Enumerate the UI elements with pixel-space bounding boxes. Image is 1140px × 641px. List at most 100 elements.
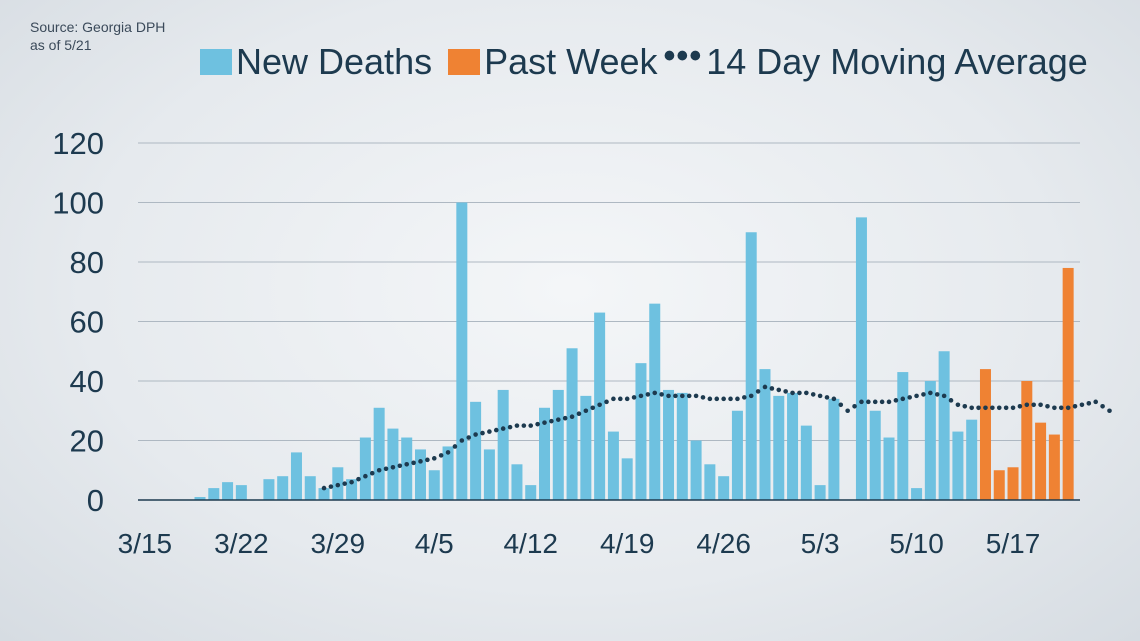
moving-average-dot (831, 396, 837, 402)
bar-new-deaths (911, 488, 923, 500)
bar-new-deaths (869, 410, 881, 500)
bar-past-week (979, 369, 991, 500)
moving-average-dot (928, 390, 933, 396)
moving-average-dot (707, 396, 713, 402)
bar-new-deaths (290, 452, 302, 500)
moving-average-dot (459, 438, 465, 443)
moving-average-dot (955, 402, 961, 408)
x-tick-label: 3/29 (311, 528, 366, 559)
moving-average-dot (941, 393, 947, 399)
moving-average-dot (838, 402, 844, 408)
moving-average-dot (369, 470, 375, 476)
moving-average-dot (445, 450, 451, 455)
y-tick-label: 100 (52, 186, 104, 221)
bar-new-deaths (401, 437, 413, 500)
bar-new-deaths (566, 348, 578, 500)
bar-new-deaths (470, 401, 482, 500)
bar-new-deaths (800, 425, 812, 500)
moving-average-dot (714, 396, 720, 402)
moving-average-dot (1017, 403, 1023, 409)
bar-new-deaths (676, 392, 688, 500)
bar-new-deaths (759, 369, 771, 500)
moving-average-dot (597, 402, 602, 408)
bar-new-deaths (814, 485, 826, 500)
moving-average-dot (748, 393, 754, 399)
moving-average-dot (404, 462, 410, 467)
bar-new-deaths (966, 419, 978, 500)
moving-average-dot (652, 390, 658, 396)
moving-average-dot (645, 392, 651, 397)
moving-average-dot (762, 384, 768, 390)
legend-swatch-new-deaths (200, 49, 232, 75)
bar-new-deaths (773, 395, 785, 500)
bar-new-deaths (635, 363, 647, 500)
bar-new-deaths (787, 392, 799, 500)
x-tick-label: 5/3 (801, 528, 840, 559)
bar-new-deaths (855, 217, 867, 500)
moving-average-dot (411, 460, 416, 466)
bar-new-deaths (373, 407, 385, 500)
y-tick-label: 80 (70, 245, 104, 280)
moving-average-dot (507, 424, 513, 430)
moving-average-dot (700, 395, 706, 400)
moving-average-dot (638, 393, 644, 399)
bar-new-deaths (745, 232, 757, 500)
moving-average-dot (604, 399, 609, 405)
moving-average-dot (555, 417, 561, 422)
y-tick-label: 120 (52, 126, 104, 161)
moving-average-dot (755, 389, 761, 394)
moving-average-dot (1072, 403, 1078, 409)
moving-average-dot (349, 479, 354, 485)
moving-average-dot (611, 396, 616, 402)
moving-average-dot (797, 390, 802, 396)
y-tick-label: 60 (70, 305, 104, 340)
moving-average-dot (487, 429, 492, 434)
bar-new-deaths (428, 470, 440, 500)
x-tick-label: 3/22 (214, 528, 269, 559)
bar-new-deaths (235, 485, 247, 500)
moving-average-dot (948, 398, 954, 403)
moving-average-dot (493, 427, 499, 433)
moving-average-dot (886, 399, 892, 405)
x-tick-label: 4/26 (696, 528, 751, 559)
moving-average-dot (514, 423, 520, 428)
bar-past-week (1007, 467, 1019, 500)
bar-new-deaths (704, 464, 716, 500)
moving-average-dot (866, 399, 871, 405)
moving-average-dot (666, 393, 671, 399)
bar-new-deaths (883, 437, 895, 500)
moving-average-dot (569, 414, 575, 420)
moving-average-dot (356, 476, 361, 482)
bar-past-week (1021, 381, 1033, 500)
legend: New Deaths Past Week ••• 14 Day Moving A… (200, 39, 1104, 84)
moving-average-dot (1058, 405, 1064, 411)
moving-average-dot (969, 405, 974, 411)
moving-average-dot (845, 408, 850, 414)
y-tick-label: 0 (87, 483, 104, 518)
moving-average-dot (735, 396, 740, 402)
legend-label-new-deaths: New Deaths (236, 41, 433, 82)
moving-average-dot (962, 403, 968, 409)
moving-average-dot (783, 389, 788, 394)
moving-average-dot (1052, 405, 1057, 411)
moving-average-dot (618, 396, 623, 402)
bar-new-deaths (277, 476, 289, 500)
bar-new-deaths (511, 464, 523, 500)
moving-average-dot (321, 485, 327, 491)
bar-new-deaths (828, 398, 840, 500)
legend-label-moving-average: 14 Day Moving Average (706, 41, 1088, 82)
moving-average-dot (342, 481, 348, 486)
source-note: Source: Georgia DPH as of 5/21 (30, 18, 165, 54)
bar-new-deaths (539, 407, 551, 500)
moving-average-dot (549, 418, 554, 424)
bar-new-deaths (621, 458, 633, 500)
bar-new-deaths (263, 479, 275, 500)
y-tick-label: 20 (70, 424, 104, 459)
moving-average-dot (431, 456, 437, 461)
moving-average-dot (466, 435, 472, 440)
moving-average-dot (879, 399, 885, 405)
moving-average-dot (1038, 402, 1043, 408)
moving-average-dot (1003, 405, 1009, 411)
moving-average-dot (990, 405, 995, 411)
bar-new-deaths (208, 488, 220, 500)
